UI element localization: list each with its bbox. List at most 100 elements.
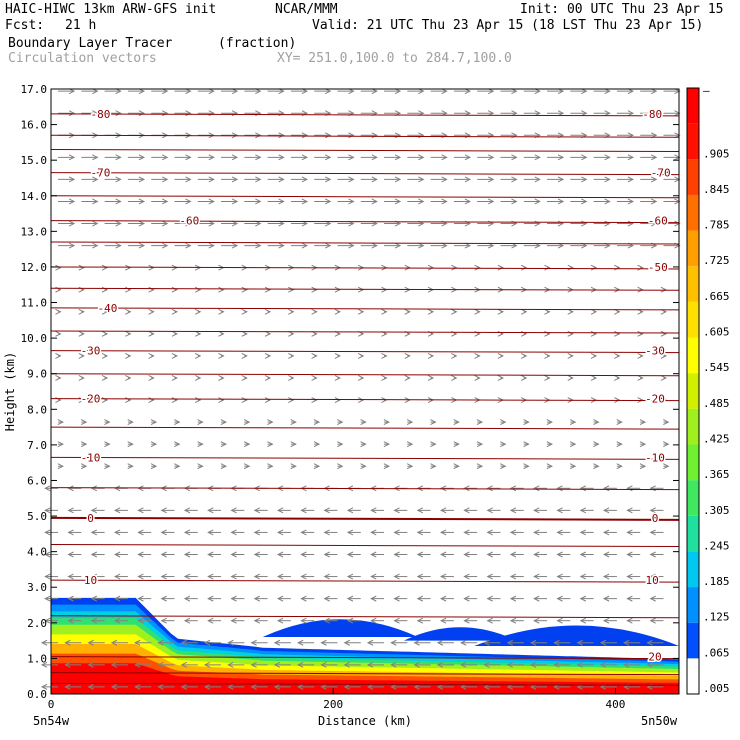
wind-vector-head <box>194 397 202 403</box>
wind-vector-head <box>68 198 76 205</box>
y-tick-label: 10.0 <box>21 332 48 345</box>
wind-vector-head <box>125 286 132 293</box>
colorbar-label: .665 <box>703 290 730 303</box>
wind-vector-head <box>346 573 354 580</box>
wind-vector-head <box>243 441 251 448</box>
wind-vector-head <box>556 485 563 492</box>
wind-vector-head <box>593 419 600 426</box>
wind-vector-head <box>343 683 350 690</box>
wind-vector-head <box>127 419 134 426</box>
wind-vector-head <box>101 264 109 271</box>
wind-vector-head <box>602 529 610 536</box>
wind-vector-head <box>509 595 517 602</box>
wind-vector-head <box>264 352 272 359</box>
wind-vector-head <box>253 507 261 514</box>
wind-vector-head <box>360 441 367 448</box>
wind-vector-head <box>90 595 98 602</box>
wind-vector-head <box>413 683 420 690</box>
wind-vector-head <box>383 463 390 470</box>
wind-vector-head <box>604 176 611 183</box>
wind-vector-head <box>276 551 284 558</box>
wind-vector-head <box>509 529 517 536</box>
isotherm-line <box>50 330 680 334</box>
wind-vector-head <box>453 419 460 426</box>
wind-vector-head <box>273 683 281 690</box>
wind-vector-head <box>500 463 507 470</box>
field-name: Boundary Layer Tracer <box>8 36 173 51</box>
wind-vector-head <box>590 264 598 271</box>
wind-vector-head <box>334 352 341 359</box>
wind-vector-head <box>160 507 167 514</box>
wind-vector-head <box>390 683 397 690</box>
wind-vector-head <box>134 661 141 668</box>
wind-vector-head <box>557 198 565 205</box>
wind-vector-head <box>276 573 284 580</box>
wind-vector-head <box>241 397 248 403</box>
wind-vector-head <box>90 529 98 536</box>
colorbar-swatch <box>687 587 699 623</box>
wind-vector-head <box>276 529 284 536</box>
wind-vector-head <box>78 264 85 271</box>
wind-vector-head <box>161 198 169 205</box>
wind-vector-head <box>348 198 355 205</box>
wind-vector-head <box>463 573 470 580</box>
wind-vector-head <box>506 661 513 668</box>
wind-vector-head <box>460 639 467 646</box>
wind-vector-head <box>599 639 607 646</box>
valid-time: Valid: 21 UTC Thu 23 Apr 15 (18 LST Thu … <box>312 18 704 33</box>
wind-vector-head <box>639 419 647 426</box>
wind-vector-head <box>486 529 493 536</box>
wind-vector-head <box>255 220 262 227</box>
wind-vector-head <box>208 154 215 161</box>
plot-frame <box>50 88 680 695</box>
isotherm-label: -70 <box>90 167 110 180</box>
wind-vector-head <box>427 375 435 381</box>
wind-vector-head <box>637 375 644 381</box>
colorbar-label: .845 <box>703 183 730 196</box>
wind-vector-head <box>404 375 411 381</box>
wind-vector-head <box>90 551 98 558</box>
wind-vector-head <box>68 176 76 183</box>
colorbar-swatch <box>687 480 699 516</box>
wind-vector-head <box>483 683 490 690</box>
x-end-location: 5n50w <box>641 714 678 728</box>
wind-vector-head <box>110 639 118 646</box>
wind-vector-head <box>197 441 204 448</box>
wind-vector-head <box>436 683 444 690</box>
wind-vector-head <box>218 352 225 359</box>
wind-vector-head <box>297 683 304 690</box>
wind-vector-head <box>253 529 261 536</box>
wind-vector-head <box>581 220 588 227</box>
colorbar-swatch <box>687 194 699 231</box>
colorbar-label: .005 <box>703 682 730 695</box>
wind-vector-head <box>439 529 447 536</box>
wind-vector-head <box>579 595 587 602</box>
colorbar-label: .305 <box>703 504 730 517</box>
wind-vector-head <box>500 441 507 448</box>
wind-vector-head <box>334 308 341 315</box>
wind-vector-head <box>569 441 577 448</box>
wind-vector-head <box>509 485 517 492</box>
wind-vector-head <box>67 573 74 580</box>
wind-vector-head <box>194 286 202 293</box>
wind-vector-head <box>511 110 518 117</box>
y-tick-label: 9.0 <box>27 368 47 381</box>
wind-vector-head <box>626 573 633 580</box>
isotherm-label: -80 <box>642 108 662 121</box>
wind-vector-head <box>509 551 517 558</box>
wind-vector-head <box>337 441 344 448</box>
wind-vector-head <box>297 661 304 668</box>
wind-vector-head <box>255 154 262 161</box>
wind-vector-head <box>544 308 551 315</box>
wind-vector-head <box>357 308 365 315</box>
wind-vector-head <box>207 529 214 536</box>
wind-vector-head <box>288 308 295 315</box>
wind-vector-head <box>67 551 74 558</box>
wind-vector-head <box>393 551 400 558</box>
wind-vector-head <box>474 264 481 271</box>
wind-vector-head <box>418 154 425 161</box>
wind-vector-head <box>55 375 62 381</box>
wind-vector-head <box>567 264 574 271</box>
wind-vector-head <box>87 683 94 690</box>
wind-vector-head <box>439 573 447 580</box>
